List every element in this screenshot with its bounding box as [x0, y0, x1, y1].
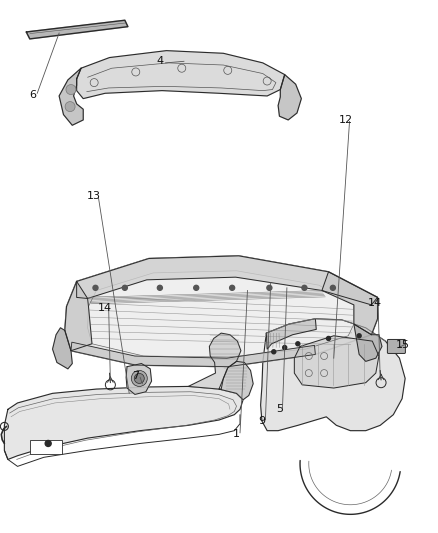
- Circle shape: [283, 345, 287, 350]
- Text: 5: 5: [276, 405, 283, 414]
- Polygon shape: [59, 68, 83, 125]
- Circle shape: [194, 285, 199, 290]
- Text: 13: 13: [87, 191, 101, 201]
- Polygon shape: [354, 324, 382, 361]
- Polygon shape: [26, 20, 128, 39]
- Polygon shape: [4, 386, 243, 459]
- Text: 14: 14: [367, 298, 381, 308]
- Circle shape: [45, 440, 51, 447]
- Text: 1: 1: [233, 430, 240, 439]
- Text: 4: 4: [156, 56, 163, 66]
- Circle shape: [131, 370, 147, 386]
- Circle shape: [134, 374, 144, 383]
- Circle shape: [267, 285, 272, 290]
- Polygon shape: [219, 361, 253, 400]
- Polygon shape: [188, 333, 241, 389]
- Polygon shape: [65, 256, 378, 367]
- Circle shape: [302, 285, 307, 290]
- Polygon shape: [294, 336, 379, 388]
- Circle shape: [230, 285, 235, 290]
- Circle shape: [66, 85, 76, 94]
- Circle shape: [272, 350, 276, 354]
- FancyBboxPatch shape: [387, 340, 406, 353]
- Text: 7: 7: [132, 371, 139, 381]
- Circle shape: [93, 285, 98, 290]
- Circle shape: [65, 102, 75, 111]
- Polygon shape: [322, 272, 378, 335]
- Polygon shape: [71, 342, 315, 367]
- Polygon shape: [88, 271, 354, 357]
- Polygon shape: [266, 319, 316, 349]
- Circle shape: [157, 285, 162, 290]
- Circle shape: [357, 334, 361, 338]
- Text: 6: 6: [29, 90, 36, 100]
- Circle shape: [330, 285, 336, 290]
- Text: 15: 15: [396, 341, 410, 350]
- Polygon shape: [53, 328, 72, 369]
- Text: 14: 14: [98, 303, 112, 313]
- Circle shape: [122, 285, 127, 290]
- Text: 12: 12: [339, 115, 353, 125]
- Text: 9: 9: [258, 416, 265, 426]
- Polygon shape: [261, 319, 405, 431]
- Polygon shape: [126, 364, 152, 394]
- Circle shape: [296, 342, 300, 346]
- Bar: [30, 440, 62, 454]
- Polygon shape: [65, 281, 92, 351]
- Polygon shape: [77, 51, 285, 99]
- Circle shape: [326, 336, 331, 341]
- Polygon shape: [278, 75, 301, 120]
- Polygon shape: [77, 256, 378, 305]
